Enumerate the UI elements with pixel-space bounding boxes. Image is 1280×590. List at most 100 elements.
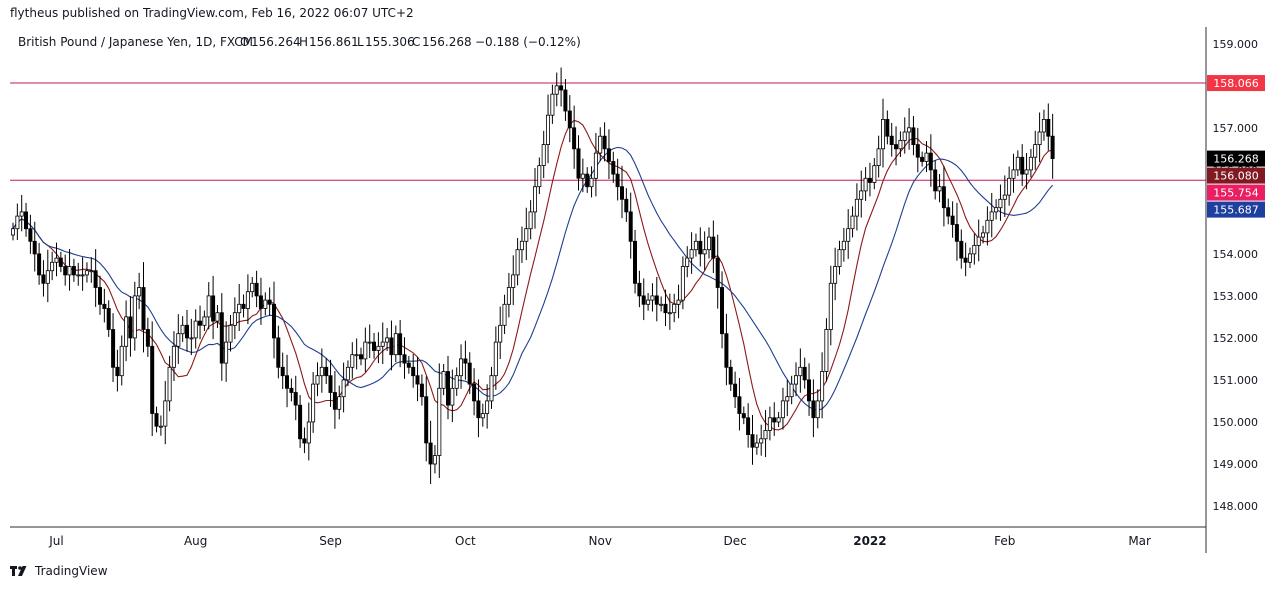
- candle-body: [254, 282, 259, 297]
- candle-body: [519, 240, 524, 251]
- candle: [1024, 152, 1029, 190]
- legend-symbol: British Pound / Japanese Yen, 1D, FXCM: [18, 35, 253, 49]
- candle-body: [533, 186, 538, 213]
- candle: [807, 363, 812, 416]
- candle-body: [54, 257, 59, 263]
- candle: [445, 355, 450, 420]
- candle-body: [837, 249, 842, 267]
- candle: [350, 342, 355, 379]
- candle-body: [367, 341, 372, 344]
- candle: [989, 192, 994, 238]
- candle: [824, 318, 829, 382]
- candle-body: [489, 375, 494, 402]
- candle: [1041, 109, 1046, 141]
- candle-body: [219, 312, 224, 364]
- candle: [371, 333, 376, 359]
- candle-body: [894, 144, 899, 150]
- price-tag-label: 156.268: [1213, 153, 1259, 166]
- candles: [10, 67, 1055, 484]
- candle: [215, 305, 220, 329]
- candle: [550, 84, 555, 124]
- candle-body: [50, 261, 55, 272]
- price-tag-bg: [1207, 75, 1265, 92]
- candle: [633, 229, 638, 294]
- candle: [780, 387, 785, 430]
- candle: [80, 257, 85, 291]
- candle-body: [524, 228, 529, 242]
- legend-ohlc: O 156.264 H 156.861 L 155.306 C 156.268 …: [240, 35, 581, 49]
- candle: [428, 420, 433, 484]
- candle-body: [820, 371, 825, 402]
- price-tag-label: 158.066: [1213, 77, 1259, 90]
- candle-body: [171, 345, 176, 368]
- price-tags: 158.066 156.268 156.080 155.754 155.687: [1207, 75, 1265, 218]
- candle: [502, 294, 507, 334]
- footer-brand[interactable]: TradingView: [35, 564, 108, 578]
- candle-body: [280, 366, 285, 377]
- candle: [763, 410, 768, 458]
- candle: [846, 209, 851, 259]
- candle-body: [846, 228, 851, 242]
- candle-body: [437, 387, 442, 456]
- candle: [881, 98, 886, 168]
- candle-body: [37, 253, 42, 276]
- candle-body: [933, 169, 938, 192]
- candle-body: [454, 375, 459, 389]
- candle: [324, 358, 329, 384]
- candle: [224, 321, 229, 382]
- candle: [580, 158, 585, 193]
- candle-body: [898, 140, 903, 150]
- candle-body: [698, 240, 703, 255]
- price-tag: 156.080: [1207, 167, 1265, 184]
- candle-body: [750, 434, 755, 448]
- candle-body: [937, 186, 942, 192]
- candle-body: [10, 228, 16, 236]
- candle: [263, 292, 268, 316]
- candle: [250, 277, 255, 298]
- candle: [650, 283, 655, 312]
- candle-body: [589, 177, 594, 188]
- candle: [28, 214, 33, 254]
- candle: [1007, 166, 1012, 206]
- candle-body: [854, 198, 859, 217]
- candle: [911, 116, 916, 156]
- candle: [67, 248, 72, 291]
- candle-body: [115, 366, 120, 377]
- candle: [237, 284, 242, 331]
- y-tick-label: 159.000: [1213, 38, 1259, 51]
- candle-body: [119, 345, 124, 377]
- tradingview-logo-icon[interactable]: [10, 565, 30, 577]
- candle-body: [184, 324, 189, 339]
- candle: [37, 242, 42, 285]
- candle: [937, 173, 942, 203]
- candle-body: [389, 337, 394, 356]
- candle-body: [441, 371, 446, 389]
- candle: [863, 167, 868, 201]
- candle-body: [598, 135, 603, 154]
- candle: [1020, 144, 1025, 186]
- candle: [559, 67, 564, 107]
- candle-body: [41, 274, 46, 284]
- candle: [920, 151, 925, 167]
- candle-body: [794, 375, 799, 385]
- candle-body: [411, 366, 416, 377]
- candle: [663, 289, 668, 326]
- candle: [563, 79, 568, 121]
- candle: [76, 262, 81, 286]
- candle: [585, 167, 590, 193]
- candle-body: [406, 362, 411, 368]
- candle: [419, 374, 424, 406]
- candle-body: [611, 161, 616, 175]
- candle-body: [624, 198, 629, 213]
- candle-body: [476, 400, 481, 419]
- candle-body: [145, 329, 150, 347]
- candle: [63, 254, 68, 286]
- candlestick-chart[interactable]: 159.000158.000157.000156.000155.000154.0…: [10, 27, 1270, 553]
- candle-body: [550, 93, 555, 116]
- candle: [798, 348, 803, 393]
- candle-body: [1020, 156, 1025, 175]
- candle: [815, 389, 820, 429]
- x-tick-label: Jul: [48, 534, 63, 548]
- candle-body: [358, 354, 363, 360]
- candle: [345, 360, 350, 387]
